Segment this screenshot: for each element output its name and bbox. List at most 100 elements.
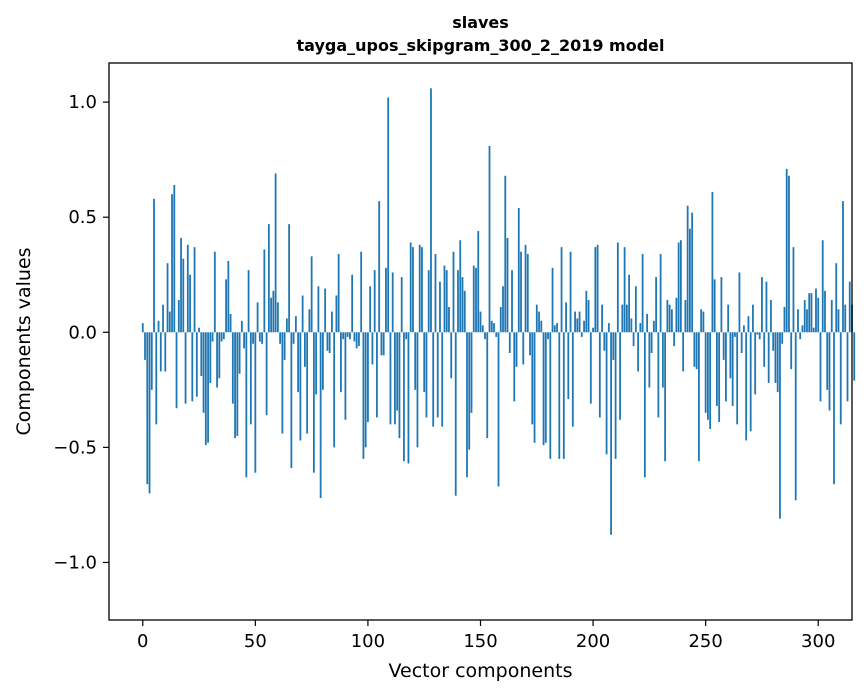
bar-component-171	[526, 254, 529, 333]
bar-component-16	[177, 300, 180, 333]
bar-component-113	[396, 332, 399, 411]
bar-component-104	[376, 332, 378, 418]
plot-frame	[108, 62, 853, 621]
bar-component-279	[770, 300, 772, 333]
bar-component-195	[580, 332, 583, 337]
bar-component-215	[625, 304, 628, 333]
bar-component-192	[574, 311, 576, 333]
bar-component-226	[650, 332, 653, 353]
bar-component-130	[434, 254, 437, 333]
bar-component-270	[749, 332, 752, 432]
bar-component-142	[461, 277, 464, 333]
bar-component-309	[837, 309, 840, 333]
bar-component-229	[657, 332, 660, 418]
bar-component-283	[779, 332, 781, 519]
bar-component-303	[824, 290, 826, 333]
bar-component-18	[182, 258, 185, 333]
bar-component-32	[213, 251, 216, 333]
bar-component-276	[763, 332, 766, 367]
bar-component-140	[457, 270, 459, 333]
bar-component-238	[677, 242, 680, 333]
bar-component-186	[560, 247, 563, 333]
bar-component-271	[752, 304, 754, 333]
bar-component-129	[432, 332, 435, 427]
bar-component-131	[436, 332, 439, 418]
bar-component-133	[441, 332, 444, 427]
bar-component-289	[792, 247, 795, 333]
bar-component-177	[540, 320, 543, 333]
bar-component-211	[616, 242, 619, 333]
bar-component-49	[252, 332, 254, 344]
bar-component-316	[853, 332, 856, 381]
bar-component-249	[702, 311, 705, 333]
bar-component-179	[544, 332, 547, 443]
y-tick-label: 1.0	[68, 92, 97, 113]
bar-component-5	[153, 198, 155, 333]
bar-component-158	[497, 332, 500, 487]
bar-component-228	[655, 277, 658, 333]
bar-component-250	[704, 332, 707, 413]
bar-component-24	[195, 332, 198, 397]
bar-component-88	[340, 332, 342, 393]
bar-component-188	[565, 302, 567, 333]
bar-component-191	[571, 332, 574, 427]
bar-component-282	[776, 332, 779, 393]
bar-component-72	[303, 332, 306, 367]
bar-component-290	[794, 332, 797, 501]
bar-component-300	[817, 297, 820, 333]
bar-component-304	[826, 332, 829, 390]
bar-component-199	[589, 332, 592, 404]
bar-component-55	[265, 332, 268, 416]
x-tick-label: 200	[576, 631, 610, 652]
bar-component-212	[619, 332, 621, 420]
bar-component-234	[668, 304, 671, 333]
bar-component-277	[765, 281, 768, 333]
bar-component-46	[245, 332, 248, 478]
bar-component-173	[531, 332, 534, 425]
bar-component-245	[693, 332, 696, 367]
bar-component-139	[454, 332, 457, 496]
bar-component-269	[747, 316, 750, 333]
bar-component-247	[698, 332, 700, 462]
bar-component-174	[533, 332, 536, 443]
bar-component-205	[603, 332, 606, 351]
bar-component-291	[797, 309, 799, 333]
bar-component-166	[515, 332, 518, 367]
bar-component-70	[299, 332, 302, 441]
bar-component-312	[844, 304, 847, 333]
bar-component-25	[198, 327, 200, 333]
bar-component-227	[652, 320, 655, 333]
bar-component-103	[373, 270, 376, 333]
bar-component-15	[175, 332, 178, 409]
bar-component-252	[709, 332, 712, 429]
bar-component-164	[511, 270, 513, 333]
bar-component-155	[490, 320, 493, 333]
bar-component-248	[700, 309, 703, 333]
bar-component-26	[200, 332, 203, 377]
bar-component-311	[842, 201, 844, 333]
bar-component-256	[718, 332, 721, 423]
bar-component-83	[328, 332, 331, 353]
bar-component-137	[450, 332, 453, 379]
bar-component-216	[628, 274, 630, 333]
bar-component-42	[236, 332, 239, 436]
bar-component-286	[785, 168, 788, 333]
bar-component-156	[493, 323, 495, 333]
bar-component-14	[173, 184, 176, 333]
bar-component-280	[772, 332, 775, 351]
bar-component-251	[707, 332, 709, 420]
bar-component-253	[711, 191, 714, 333]
x-tick-label: 250	[688, 631, 722, 652]
bar-component-135	[445, 270, 448, 333]
y-tick-label: 0.5	[68, 207, 97, 228]
bar-component-119	[409, 242, 412, 333]
bar-component-58	[272, 290, 275, 333]
bar-component-150	[479, 311, 482, 333]
bar-component-217	[630, 318, 633, 333]
bar-component-41	[234, 332, 236, 439]
bar-component-74	[308, 309, 311, 333]
bar-component-220	[637, 332, 640, 372]
bar-component-56	[267, 224, 270, 333]
bar-component-190	[569, 251, 572, 333]
bar-component-305	[828, 332, 831, 411]
